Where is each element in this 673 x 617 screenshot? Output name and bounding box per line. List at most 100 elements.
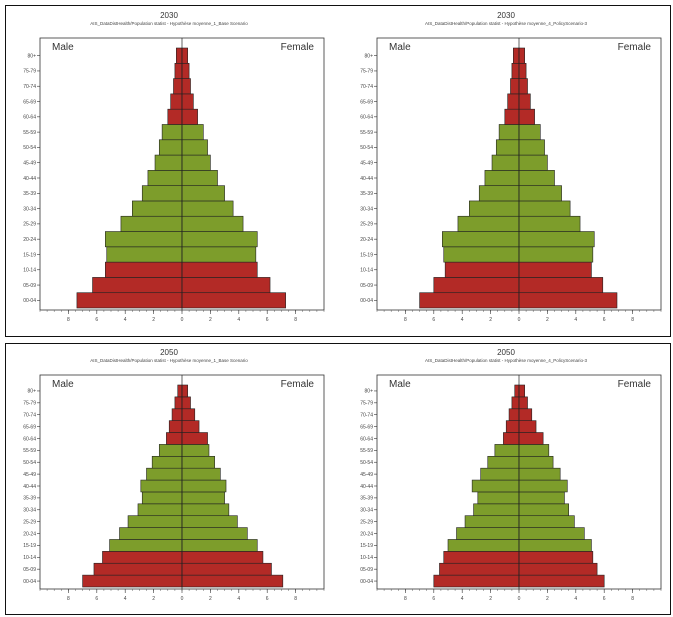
x-tick-label: 6 — [603, 596, 606, 602]
bar-male-00-04 — [82, 574, 183, 588]
y-tick-label: 05-09 — [360, 283, 373, 289]
x-tick-label: 8 — [404, 596, 407, 602]
y-tick-label: 70-74 — [23, 84, 36, 90]
x-tick-label: 2 — [209, 317, 212, 323]
bar-female-60-64 — [518, 108, 535, 125]
y-tick-label: 60-64 — [23, 436, 36, 442]
bar-male-05-09 — [433, 277, 520, 294]
y-tick-label: 70-74 — [360, 413, 373, 419]
bar-male-35-39 — [141, 491, 183, 505]
bar-male-50-54 — [495, 139, 520, 156]
bar-male-60-64 — [503, 432, 520, 445]
x-tick-label: 8 — [294, 317, 297, 323]
bar-male-15-19 — [447, 539, 520, 552]
male-label: Male — [389, 42, 411, 53]
y-tick-label: 30-34 — [23, 508, 36, 514]
x-tick-label: 2 — [546, 596, 549, 602]
bar-female-60-64 — [518, 432, 544, 445]
y-tick-label: 40-44 — [23, 484, 36, 490]
bar-female-10-14 — [518, 551, 594, 564]
male-label: Male — [389, 379, 411, 390]
y-tick-label: 15-19 — [360, 252, 373, 258]
bar-male-80+ — [176, 47, 183, 64]
y-tick-label: 10-14 — [23, 268, 36, 274]
bar-male-60-64 — [504, 108, 520, 125]
male-label: Male — [52, 379, 74, 390]
bar-female-80+ — [181, 384, 188, 398]
bar-female-50-54 — [518, 139, 545, 156]
bar-male-30-34 — [469, 200, 520, 217]
x-tick-label: 0 — [181, 317, 184, 323]
bar-male-10-14 — [443, 551, 520, 564]
x-tick-label: 0 — [518, 596, 521, 602]
x-tick-label: 0 — [518, 317, 521, 323]
female-label: Female — [618, 379, 652, 390]
bar-male-10-14 — [102, 551, 183, 564]
bar-male-75-79 — [511, 396, 520, 410]
bar-female-00-04 — [181, 292, 286, 309]
bar-male-50-54 — [158, 139, 183, 156]
y-tick-label: 30-34 — [360, 508, 373, 514]
bar-female-35-39 — [518, 185, 562, 202]
bar-female-20-24 — [181, 231, 258, 248]
bar-female-60-64 — [181, 432, 208, 445]
bar-female-60-64 — [181, 108, 198, 125]
bar-male-20-24 — [119, 527, 183, 540]
bar-male-20-24 — [442, 231, 520, 248]
y-tick-label: 50-54 — [360, 460, 373, 466]
bar-female-15-19 — [181, 246, 257, 263]
bar-male-30-34 — [137, 503, 183, 517]
x-tick-label: 6 — [603, 317, 606, 323]
bar-male-55-59 — [158, 444, 183, 457]
bar-male-55-59 — [494, 444, 520, 457]
y-tick-label: 05-09 — [360, 567, 373, 573]
bar-male-40-44 — [140, 479, 183, 493]
x-tick-label: 6 — [95, 596, 98, 602]
y-tick-label: 05-09 — [23, 567, 36, 573]
chart-subtitle: AIS_DataDistHealth/Population statist - … — [90, 358, 248, 363]
y-tick-label: 80+ — [28, 53, 37, 59]
bar-female-35-39 — [181, 491, 225, 505]
bar-male-45-49 — [491, 154, 520, 171]
y-tick-label: 20-24 — [23, 531, 36, 537]
bar-female-65-69 — [518, 420, 537, 433]
y-tick-label: 00-04 — [360, 579, 373, 585]
x-tick-label: 4 — [124, 317, 127, 323]
chart-title: 2050 — [497, 348, 515, 357]
bar-female-25-29 — [181, 515, 238, 528]
y-tick-label: 65-69 — [360, 424, 373, 430]
y-tick-label: 60-64 — [23, 115, 36, 121]
y-tick-label: 20-24 — [23, 237, 36, 243]
x-tick-label: 2 — [489, 596, 492, 602]
bar-female-40-44 — [518, 170, 555, 186]
y-tick-label: 45-49 — [360, 472, 373, 478]
bar-male-20-24 — [105, 231, 183, 248]
bar-female-80+ — [518, 47, 525, 64]
bar-male-40-44 — [147, 170, 183, 186]
y-tick-label: 10-14 — [360, 268, 373, 274]
bar-female-70-74 — [518, 78, 528, 95]
bar-female-30-34 — [518, 503, 570, 517]
bar-male-25-29 — [127, 515, 183, 528]
y-tick-label: 55-59 — [23, 130, 36, 136]
bar-male-70-74 — [510, 78, 520, 95]
bar-male-05-09 — [92, 277, 183, 294]
bar-female-80+ — [181, 47, 188, 64]
bar-female-25-29 — [518, 515, 575, 528]
y-tick-label: 75-79 — [360, 69, 373, 75]
x-tick-label: 2 — [152, 596, 155, 602]
chart-title: 2050 — [160, 348, 178, 357]
bar-male-80+ — [514, 384, 520, 398]
x-tick-label: 8 — [67, 596, 70, 602]
y-tick-label: 30-34 — [23, 206, 36, 212]
y-tick-label: 10-14 — [360, 555, 373, 561]
bar-male-70-74 — [171, 408, 183, 421]
x-tick-label: 4 — [574, 317, 577, 323]
bar-female-15-19 — [518, 246, 594, 263]
x-tick-label: 4 — [461, 596, 464, 602]
chart-title: 2030 — [160, 11, 178, 20]
x-tick-label: 6 — [432, 317, 435, 323]
y-tick-label: 00-04 — [23, 579, 36, 585]
